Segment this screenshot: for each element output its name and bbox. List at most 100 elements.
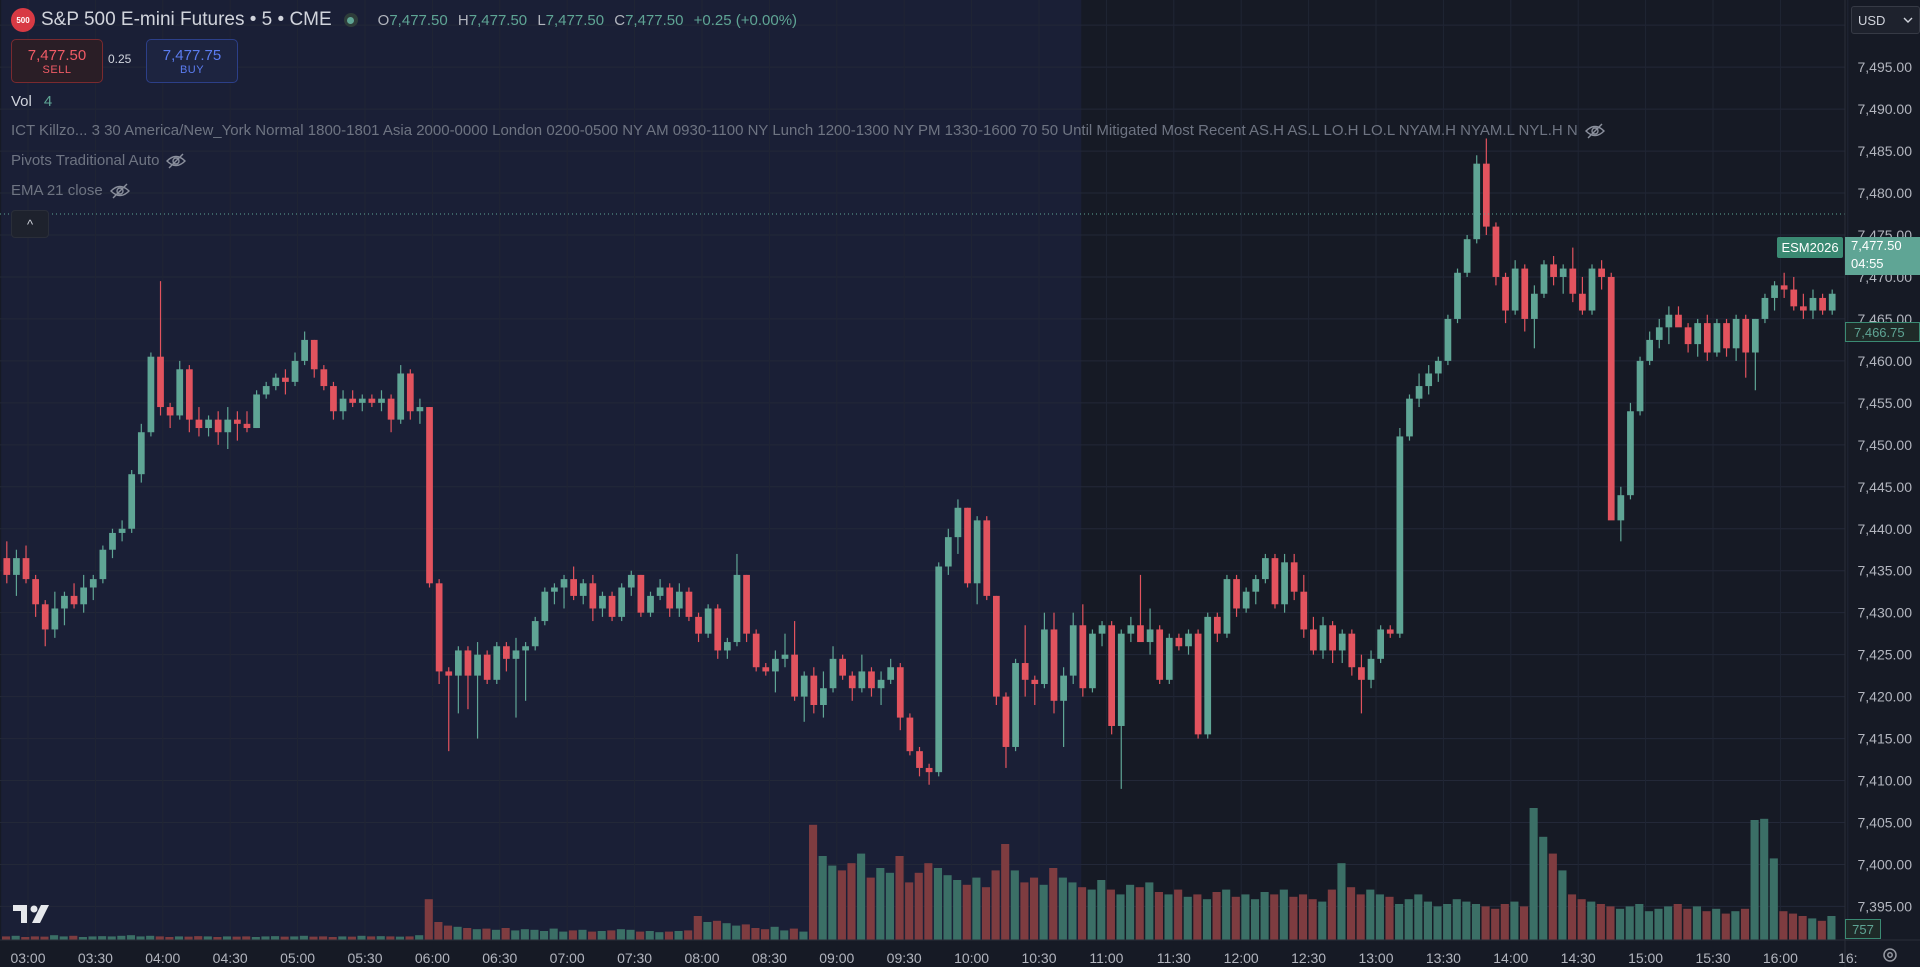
- volume-bar: [1404, 899, 1413, 940]
- volume-bar: [1673, 904, 1682, 940]
- candle-body: [733, 574, 741, 643]
- open-label: O: [377, 11, 390, 29]
- volume-bar: [107, 936, 116, 940]
- candle-body: [1809, 297, 1817, 311]
- ema-legend[interactable]: EMA 21 close: [11, 182, 131, 199]
- price-axis-label: 7,480.00: [1858, 185, 1913, 201]
- candle-body: [570, 579, 577, 596]
- currency-selector[interactable]: USD: [1851, 6, 1920, 34]
- candle-body: [1751, 318, 1759, 353]
- volume-bar: [299, 935, 308, 940]
- candle-body: [714, 608, 722, 651]
- volume-bar: [405, 936, 414, 940]
- volume-bar: [501, 928, 510, 940]
- candle-body: [964, 507, 971, 584]
- symbol-legend[interactable]: 500 S&P 500 E-mini Futures • 5 • CME O7,…: [11, 8, 797, 32]
- volume-bar: [1202, 899, 1212, 940]
- candle-body: [627, 574, 635, 588]
- volume-bar: [69, 935, 78, 940]
- market-status-icon[interactable]: [343, 13, 358, 27]
- volume-bar: [184, 936, 193, 940]
- candle-body: [925, 767, 933, 773]
- candle-body: [483, 654, 491, 680]
- candle-body: [1223, 579, 1231, 634]
- hidden-eye-icon[interactable]: [1584, 123, 1606, 139]
- currency-label: USD: [1858, 12, 1886, 28]
- time-axis-label: 15:00: [1628, 950, 1663, 966]
- buy-button[interactable]: 7,477.75 BUY: [146, 39, 238, 83]
- candle-body: [1041, 629, 1048, 685]
- candle-body: [704, 608, 712, 634]
- candle-body: [1358, 667, 1365, 680]
- sell-button[interactable]: 7,477.50 SELL: [11, 39, 103, 83]
- volume-bar: [30, 936, 39, 940]
- time-axis-label: 06:30: [482, 950, 517, 966]
- candle-body: [147, 356, 155, 433]
- candle-body: [1771, 285, 1778, 298]
- time-axis-label: 03:00: [10, 950, 45, 966]
- tradingview-logo-icon[interactable]: [13, 903, 55, 925]
- candle-body: [1156, 629, 1164, 680]
- high-label: H: [457, 11, 469, 29]
- ict-killzones-legend[interactable]: ICT Killzo... 3 30 America/New_York Norm…: [11, 122, 1606, 139]
- hidden-eye-icon[interactable]: [165, 153, 187, 169]
- candle-body: [1444, 318, 1452, 361]
- candle-body: [887, 667, 895, 680]
- collapse-legend-button[interactable]: ^: [11, 210, 49, 238]
- time-axis-label: 16:00: [1763, 950, 1798, 966]
- candle-body: [1723, 323, 1730, 349]
- candle-body: [1290, 562, 1298, 592]
- symbol-title[interactable]: S&P 500 E-mini Futures • 5 • CME: [41, 9, 332, 30]
- volume-bar: [203, 936, 212, 940]
- candle-body: [368, 398, 376, 403]
- candle-body: [1790, 289, 1798, 307]
- volume-bar: [905, 882, 914, 940]
- price-axis-label: 7,440.00: [1858, 521, 1913, 537]
- candle-body: [137, 432, 145, 475]
- candle-body: [935, 566, 943, 773]
- volume-bar: [1683, 908, 1692, 940]
- candle-body: [637, 574, 645, 613]
- volume-bar: [1145, 882, 1154, 940]
- volume-bar: [174, 936, 184, 940]
- volume-bar: [684, 930, 693, 940]
- candle-body: [916, 751, 923, 768]
- settings-gear-icon[interactable]: [1879, 944, 1901, 966]
- volume-bar: [1462, 901, 1471, 940]
- price-axis-label: 7,455.00: [1858, 395, 1913, 411]
- volume-bar: [78, 937, 87, 940]
- volume-bar: [760, 929, 770, 940]
- spread-value: 0.25: [108, 52, 132, 66]
- volume-bar: [616, 929, 625, 940]
- pivots-legend[interactable]: Pivots Traditional Auto: [11, 152, 187, 169]
- volume-bar: [703, 922, 712, 940]
- candle-body: [868, 671, 875, 689]
- time-axis-label: 08:30: [752, 950, 787, 966]
- candle-body: [1204, 616, 1212, 735]
- volume-legend[interactable]: Vol 4: [11, 93, 52, 110]
- candle-body: [973, 520, 981, 584]
- candle-body: [1761, 297, 1769, 319]
- volume-bar: [1078, 887, 1087, 940]
- candle-body: [310, 339, 318, 370]
- volume-bar: [1519, 906, 1529, 940]
- candle-body: [791, 654, 798, 697]
- volume-bar: [213, 937, 222, 940]
- candle-body: [339, 398, 347, 412]
- candle-body: [387, 398, 395, 420]
- candle-body: [522, 646, 529, 651]
- candle-body: [589, 583, 597, 609]
- hidden-eye-icon[interactable]: [109, 183, 131, 199]
- candle-body: [205, 419, 212, 429]
- candle-body: [1828, 293, 1836, 311]
- candle-body: [839, 658, 847, 676]
- volume-bar: [1452, 899, 1461, 940]
- volume-bar: [434, 922, 443, 940]
- volume-bar: [1760, 818, 1769, 940]
- volume-bar: [1068, 882, 1077, 940]
- volume-bar: [1395, 904, 1404, 940]
- candle-body: [551, 587, 558, 592]
- candle-body: [1473, 163, 1481, 240]
- high-value: 7,477.50: [468, 11, 528, 29]
